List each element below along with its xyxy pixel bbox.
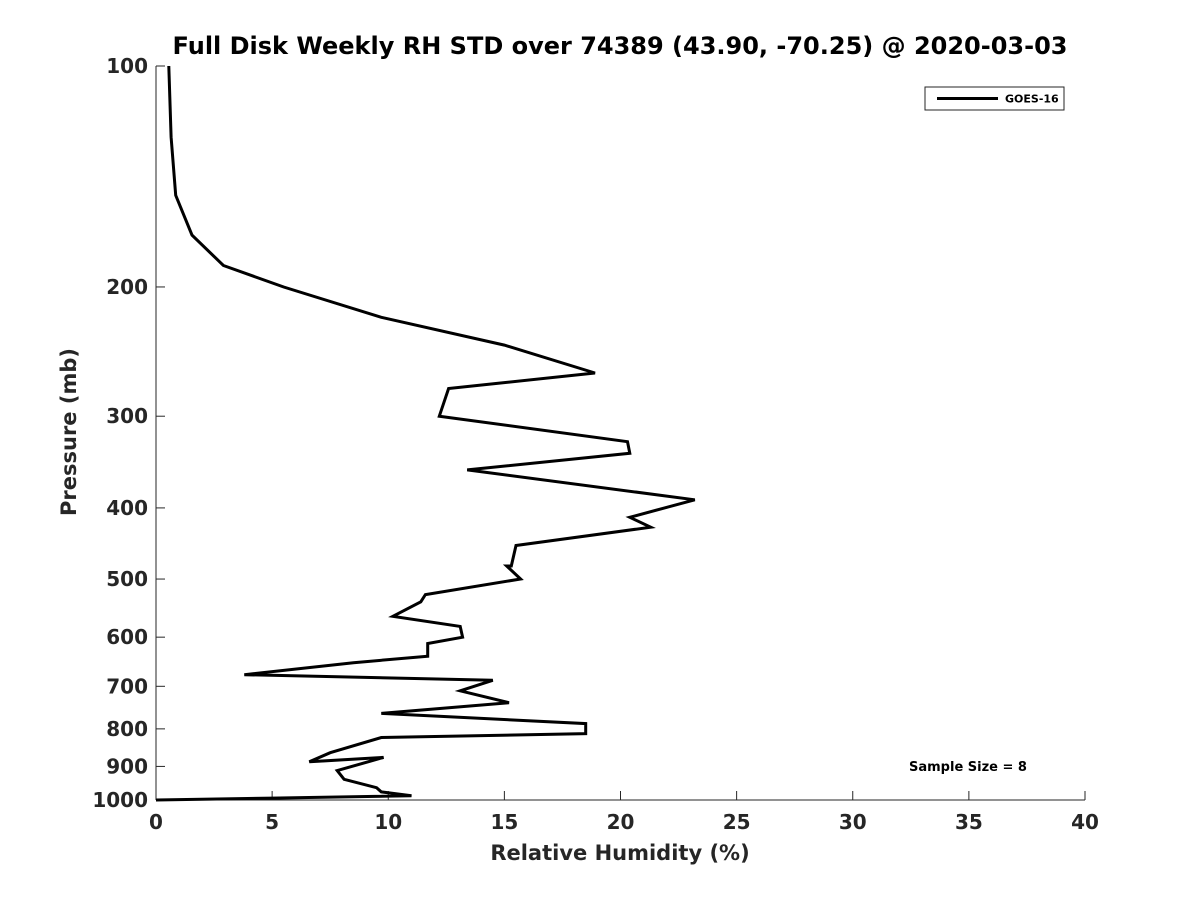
y-tick-label: 700 <box>106 674 148 698</box>
x-tick-label: 15 <box>490 810 518 834</box>
y-tick-label: 400 <box>106 496 148 520</box>
y-tick-label: 100 <box>106 54 148 78</box>
y-tick-label: 300 <box>106 404 148 428</box>
x-axis-label: Relative Humidity (%) <box>490 841 749 865</box>
series-line-0 <box>155 65 696 802</box>
x-tick-label: 0 <box>149 810 163 834</box>
y-tick-label: 600 <box>106 625 148 649</box>
y-tick-label: 1000 <box>92 788 148 812</box>
x-tick-label: 5 <box>265 810 279 834</box>
legend-label: GOES-16 <box>1005 93 1059 106</box>
x-tick-label: 40 <box>1071 810 1099 834</box>
series-layer <box>155 65 696 802</box>
y-tick-label: 900 <box>106 754 148 778</box>
y-axis: 100 200 300 400 500 600 700 800 900 1000 <box>92 54 165 812</box>
y-axis-label: Pressure (mb) <box>57 348 81 516</box>
x-tick-label: 10 <box>374 810 402 834</box>
chart-title: Full Disk Weekly RH STD over 74389 (43.9… <box>173 32 1068 60</box>
y-tick-label: 800 <box>106 717 148 741</box>
x-axis: 0 5 10 15 20 25 30 35 40 <box>149 791 1099 834</box>
x-tick-label: 35 <box>955 810 983 834</box>
x-tick-label: 25 <box>723 810 751 834</box>
plot-area <box>155 66 1085 801</box>
y-tick-label: 200 <box>106 275 148 299</box>
legend: GOES-16 <box>924 86 1065 111</box>
y-tick-label: 500 <box>106 567 148 591</box>
sample-size-annotation: Sample Size = 8 <box>909 760 1027 775</box>
x-tick-label: 20 <box>607 810 635 834</box>
x-tick-label: 30 <box>839 810 867 834</box>
